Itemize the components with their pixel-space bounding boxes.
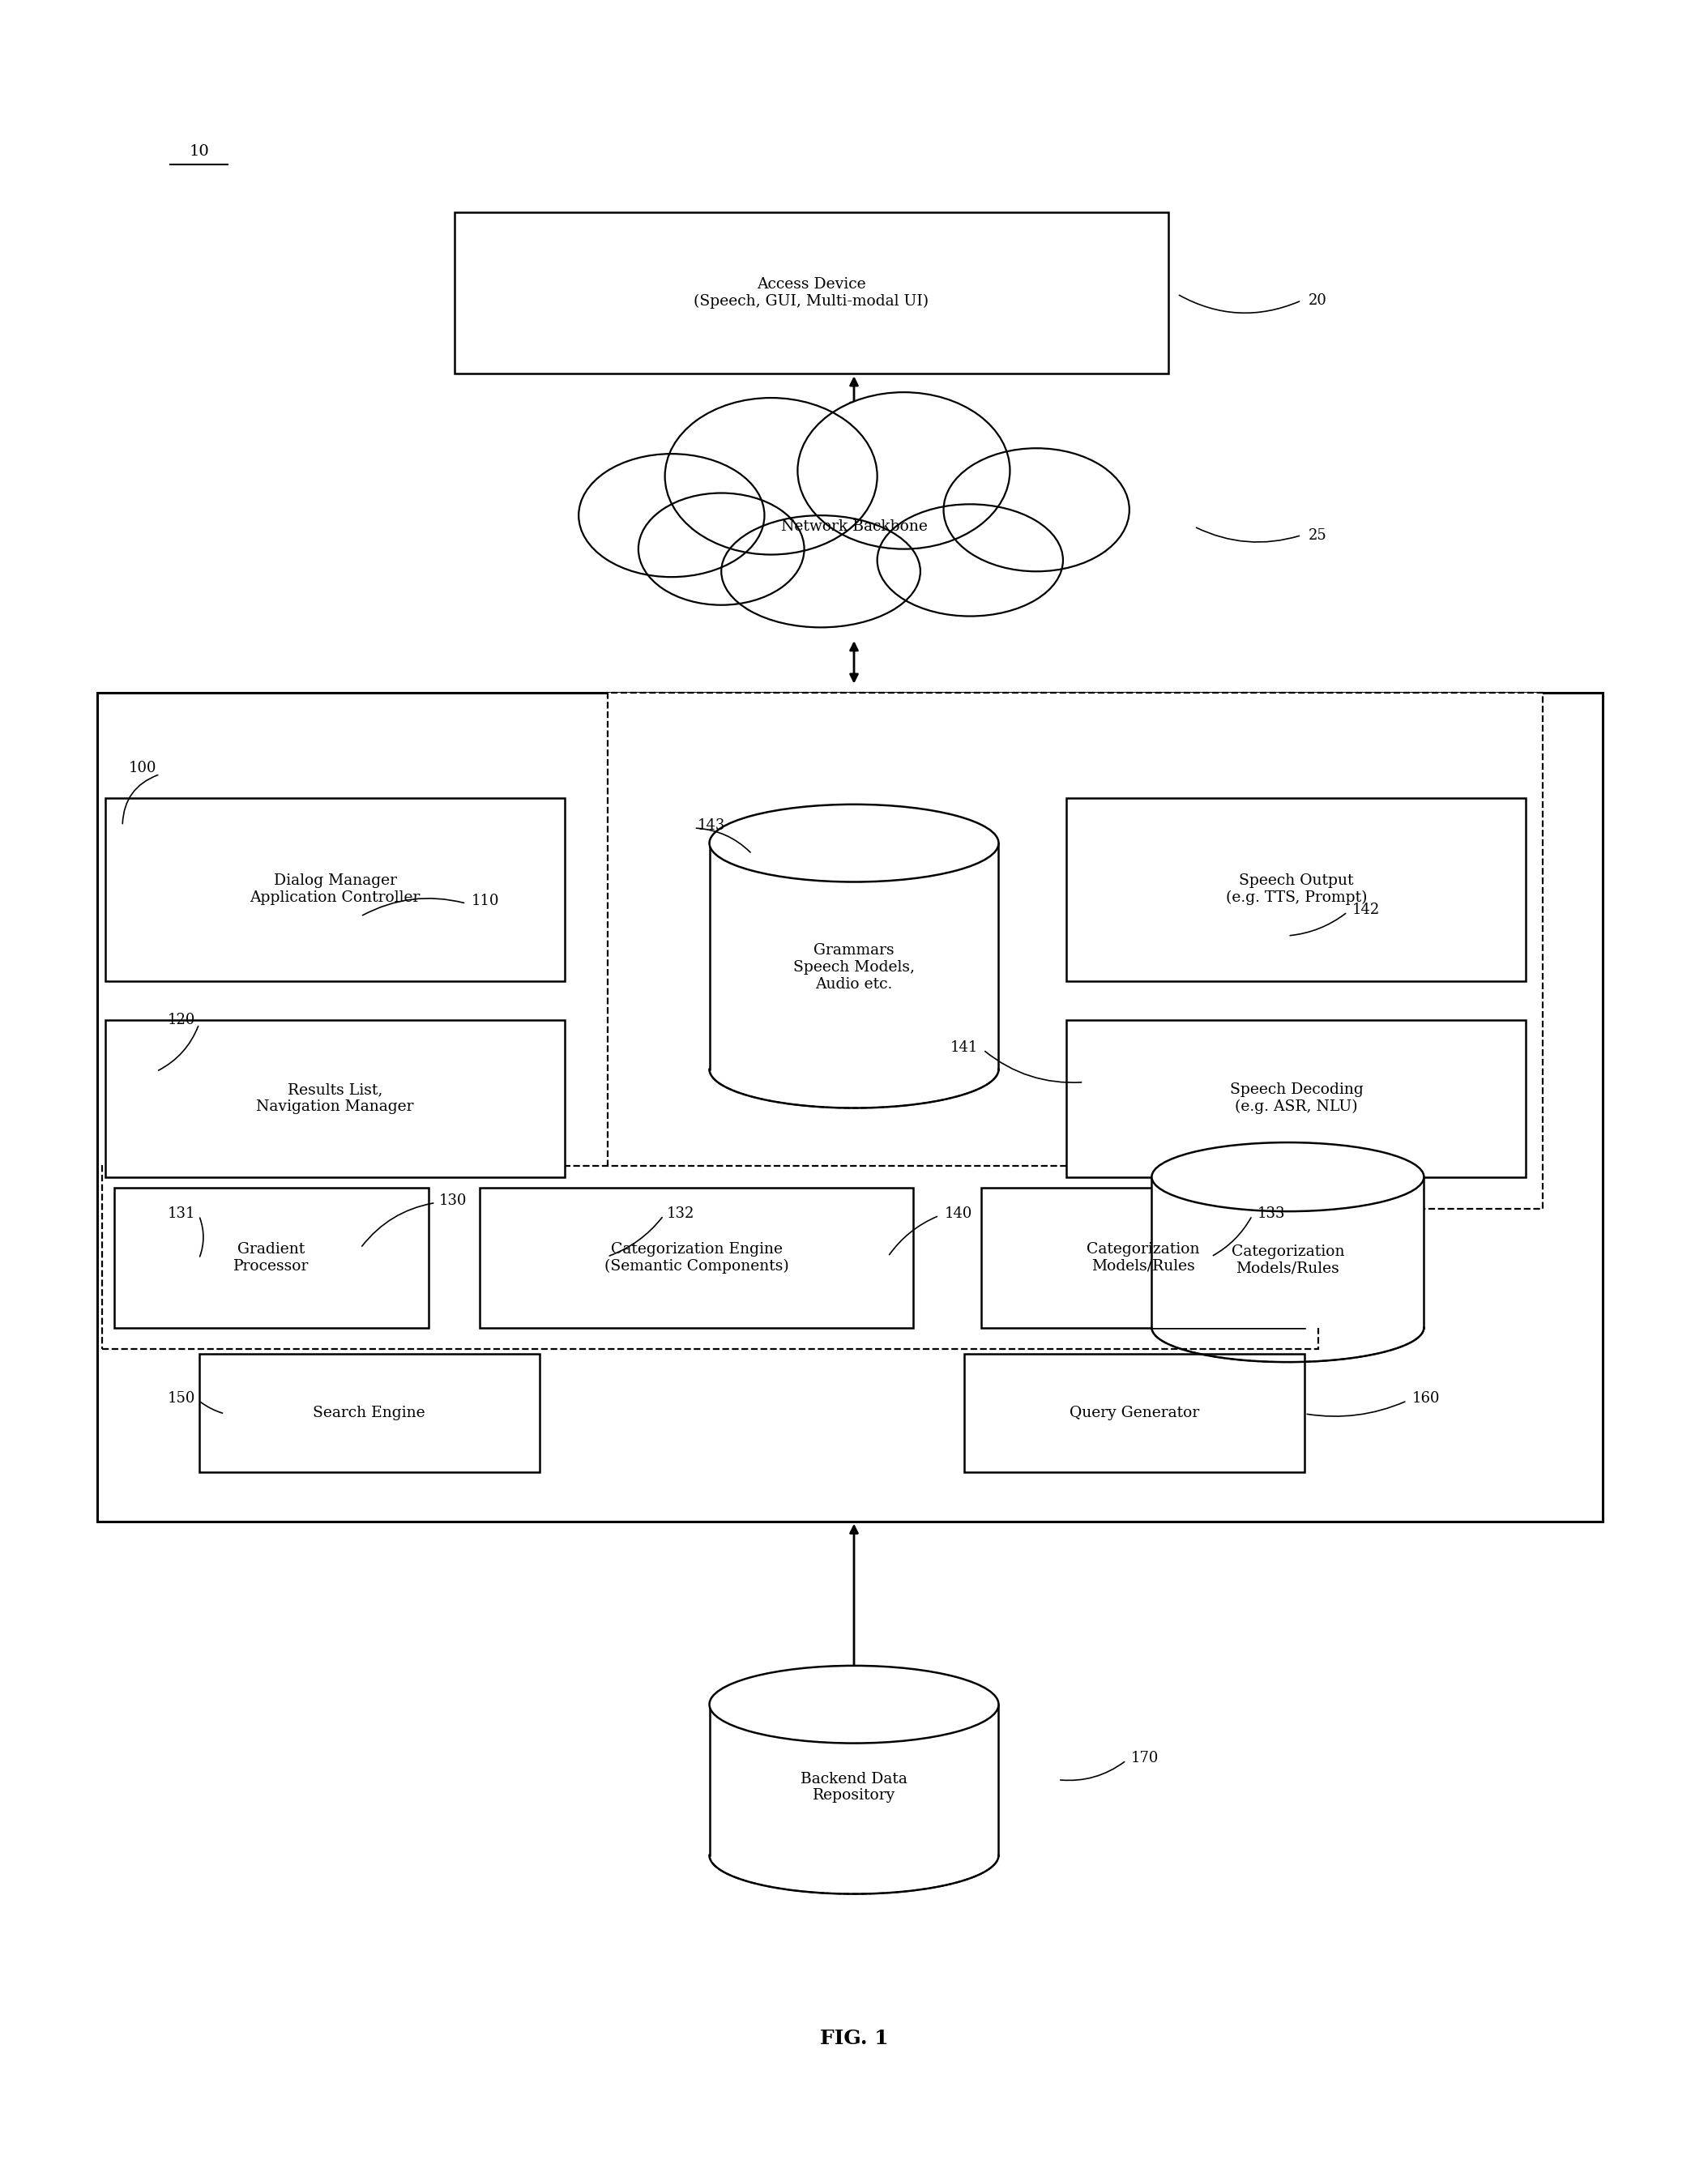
Text: 150: 150: [167, 1391, 196, 1406]
Text: Network Backbone: Network Backbone: [781, 518, 927, 534]
Text: 142: 142: [1353, 903, 1380, 918]
Text: Access Device
(Speech, GUI, Multi-modal UI): Access Device (Speech, GUI, Multi-modal …: [693, 276, 929, 309]
Text: Results List,
Navigation Manager: Results List, Navigation Manager: [256, 1082, 413, 1115]
Text: 141: 141: [950, 1041, 979, 1054]
Text: 143: 143: [697, 819, 726, 834]
Ellipse shape: [709, 804, 999, 881]
Polygon shape: [709, 1704, 999, 1855]
Text: Dialog Manager
Application Controller: Dialog Manager Application Controller: [249, 873, 420, 905]
Text: 170: 170: [1131, 1752, 1160, 1765]
FancyBboxPatch shape: [200, 1354, 540, 1471]
FancyBboxPatch shape: [106, 1020, 565, 1177]
Text: 130: 130: [439, 1192, 466, 1207]
Text: Grammars
Speech Models,
Audio etc.: Grammars Speech Models, Audio etc.: [793, 944, 915, 991]
Ellipse shape: [878, 503, 1062, 616]
Text: 10: 10: [190, 145, 208, 158]
Text: FIG. 1: FIG. 1: [820, 2028, 888, 2048]
FancyBboxPatch shape: [102, 1166, 1319, 1350]
Ellipse shape: [709, 1665, 999, 1743]
Text: 100: 100: [128, 760, 157, 775]
Text: Gradient
Processor: Gradient Processor: [234, 1242, 309, 1274]
FancyBboxPatch shape: [114, 1188, 429, 1328]
FancyBboxPatch shape: [1068, 797, 1525, 981]
FancyBboxPatch shape: [982, 1188, 1305, 1328]
Text: 25: 25: [1308, 527, 1327, 542]
Polygon shape: [1151, 1177, 1424, 1328]
Text: 110: 110: [471, 894, 499, 909]
Ellipse shape: [639, 492, 804, 605]
FancyBboxPatch shape: [608, 693, 1542, 1210]
Text: Query Generator: Query Generator: [1069, 1406, 1199, 1419]
Text: 132: 132: [666, 1205, 695, 1220]
Ellipse shape: [664, 397, 878, 555]
Text: 140: 140: [945, 1205, 972, 1220]
FancyBboxPatch shape: [480, 1188, 914, 1328]
Ellipse shape: [579, 454, 765, 577]
Text: Speech Output
(e.g. TTS, Prompt): Speech Output (e.g. TTS, Prompt): [1226, 873, 1366, 905]
FancyBboxPatch shape: [1068, 1020, 1525, 1177]
Ellipse shape: [943, 449, 1129, 572]
Text: Search Engine: Search Engine: [313, 1406, 425, 1419]
Text: 160: 160: [1413, 1391, 1440, 1406]
Text: Categorization Engine
(Semantic Components): Categorization Engine (Semantic Componen…: [605, 1242, 789, 1274]
Text: Backend Data
Repository: Backend Data Repository: [801, 1771, 907, 1804]
Text: Categorization
Models/Rules: Categorization Models/Rules: [1086, 1242, 1199, 1274]
Ellipse shape: [1151, 1143, 1424, 1212]
Text: Categorization
Models/Rules: Categorization Models/Rules: [1231, 1244, 1344, 1277]
Text: 131: 131: [167, 1205, 196, 1220]
Ellipse shape: [798, 393, 1009, 549]
FancyBboxPatch shape: [106, 797, 565, 981]
FancyBboxPatch shape: [965, 1354, 1305, 1471]
Polygon shape: [709, 842, 999, 1069]
FancyBboxPatch shape: [97, 693, 1602, 1521]
Text: Speech Decoding
(e.g. ASR, NLU): Speech Decoding (e.g. ASR, NLU): [1230, 1082, 1363, 1115]
FancyBboxPatch shape: [454, 212, 1168, 374]
Text: 20: 20: [1308, 294, 1327, 309]
Text: 120: 120: [167, 1013, 196, 1026]
Ellipse shape: [721, 516, 921, 626]
Text: 133: 133: [1257, 1205, 1284, 1220]
